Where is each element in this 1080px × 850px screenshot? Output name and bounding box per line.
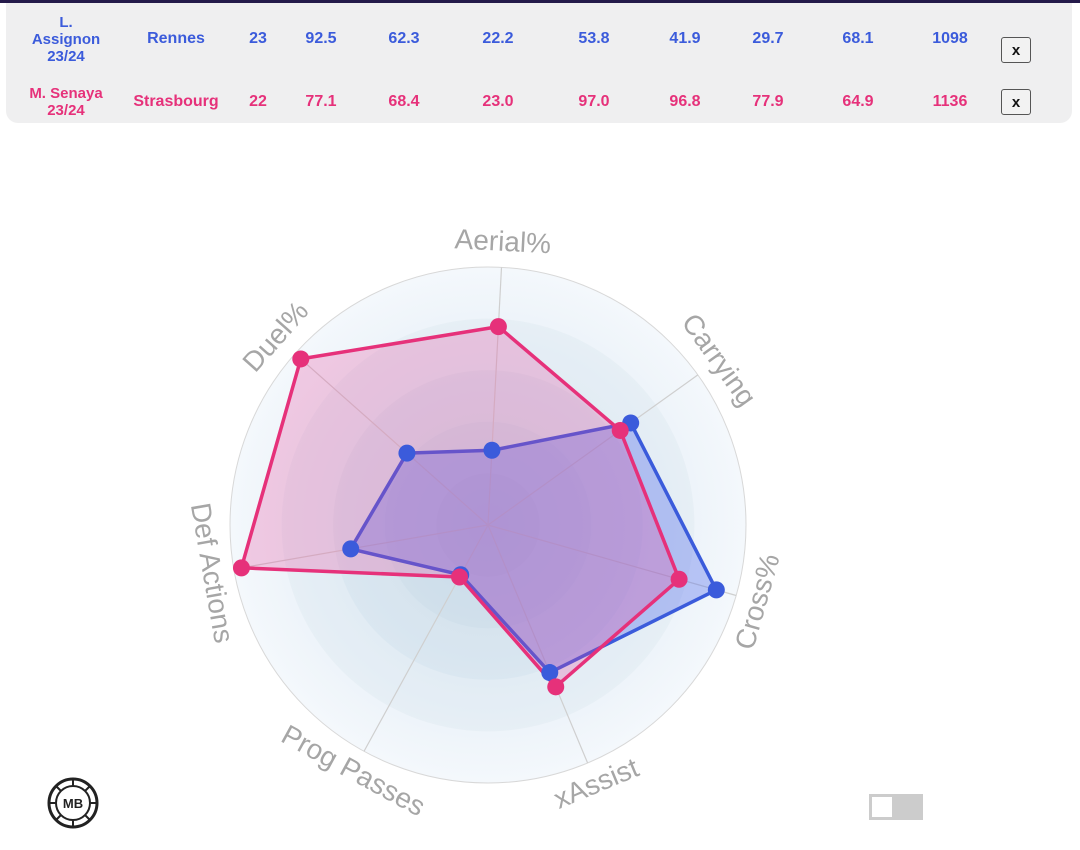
data-point[interactable] [232,559,250,577]
stat-cell: 1098 [932,30,968,47]
stat-cell: 68.4 [388,93,420,110]
data-point[interactable] [398,444,416,462]
stat-cell: 62.3 [388,30,420,47]
stat-cell: 97.0 [578,93,610,110]
data-point[interactable] [707,581,725,599]
data-point[interactable] [547,678,565,696]
stat-cell: 92.5 [305,30,337,47]
radar-spoke [487,524,589,764]
stat-cell: 22 [249,93,267,110]
team-cell: Rennes [147,30,205,47]
stat-cell: 53.8 [578,30,610,47]
data-point[interactable] [292,350,310,368]
toggle-switch[interactable] [869,794,923,820]
top-border [0,0,1080,3]
toggle-knob [872,797,892,817]
team-cell: Strasbourg [133,93,219,110]
axis-label: Aerial% [454,223,552,259]
player-name-line: L. [59,13,73,31]
player-name-line: Assignon [31,30,101,48]
player-row-senaya: M. Senaya 23/24 Strasbourg 22 77.1 68.4 … [6,74,1072,130]
stat-cell: 77.1 [305,93,337,110]
radar-spoke [294,353,489,526]
player-name-line: M. Senaya [29,85,103,102]
logo-text: MB [63,796,83,811]
data-point[interactable] [670,570,688,588]
player-season: 23/24 [47,47,85,65]
data-point[interactable] [541,664,559,682]
data-point[interactable] [450,568,468,586]
stat-cell: 1136 [932,93,968,110]
player-season: 23/24 [47,102,85,119]
data-point[interactable] [611,421,629,439]
player-row-assignon: L. Assignon 23/24 Rennes 23 92.5 62.3 22… [6,11,1072,67]
stat-cell: 23.0 [482,93,514,110]
stat-cell: 23 [249,30,267,47]
player-name: M. Senaya 23/24 [16,74,116,130]
stat-cell: 64.9 [842,93,874,110]
radar-spoke [363,524,489,752]
mb-logo-icon: MB [47,777,99,829]
remove-player-button[interactable]: x [1001,37,1031,63]
stat-cell: 22.2 [482,30,514,47]
radar-spoke [487,267,503,526]
stat-cell: 96.8 [669,93,701,110]
data-point[interactable] [483,441,501,459]
series-area-2 [239,324,681,689]
radar-spoke [233,524,489,570]
comparison-table: L. Assignon 23/24 Rennes 23 92.5 62.3 22… [6,3,1072,123]
stat-cell: 29.7 [752,30,784,47]
series-area-1 [348,421,719,675]
player-name: L. Assignon 23/24 [16,11,116,67]
remove-player-button[interactable]: x [1001,89,1031,115]
radar-spoke [487,524,737,597]
data-point[interactable] [342,540,360,558]
data-point[interactable] [489,318,507,336]
radar-spoke [487,374,699,526]
stat-cell: 68.1 [842,30,874,47]
stat-cell: 41.9 [669,30,701,47]
stat-cell: 77.9 [752,93,784,110]
